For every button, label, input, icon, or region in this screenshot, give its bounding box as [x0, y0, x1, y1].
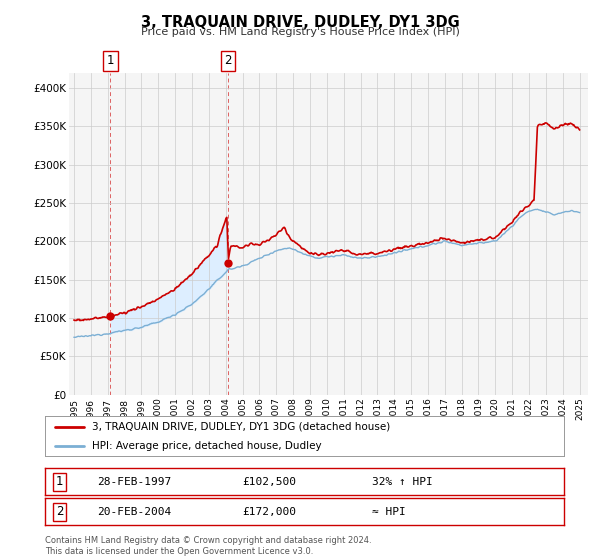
Text: 3, TRAQUAIN DRIVE, DUDLEY, DY1 3DG: 3, TRAQUAIN DRIVE, DUDLEY, DY1 3DG — [140, 15, 460, 30]
Text: £102,500: £102,500 — [242, 477, 296, 487]
Text: 28-FEB-1997: 28-FEB-1997 — [97, 477, 171, 487]
Text: Price paid vs. HM Land Registry's House Price Index (HPI): Price paid vs. HM Land Registry's House … — [140, 27, 460, 37]
Text: Contains HM Land Registry data © Crown copyright and database right 2024.: Contains HM Land Registry data © Crown c… — [45, 536, 371, 545]
Text: 32% ↑ HPI: 32% ↑ HPI — [372, 477, 433, 487]
Text: 2: 2 — [224, 54, 232, 67]
Text: 20-FEB-2004: 20-FEB-2004 — [97, 507, 171, 517]
Text: 2: 2 — [56, 505, 63, 519]
Text: ≈ HPI: ≈ HPI — [372, 507, 406, 517]
Text: 1: 1 — [107, 54, 114, 67]
Text: HPI: Average price, detached house, Dudley: HPI: Average price, detached house, Dudl… — [92, 441, 322, 451]
Text: This data is licensed under the Open Government Licence v3.0.: This data is licensed under the Open Gov… — [45, 547, 313, 556]
Text: £172,000: £172,000 — [242, 507, 296, 517]
Text: 3, TRAQUAIN DRIVE, DUDLEY, DY1 3DG (detached house): 3, TRAQUAIN DRIVE, DUDLEY, DY1 3DG (deta… — [92, 422, 390, 432]
Text: 1: 1 — [56, 475, 63, 488]
